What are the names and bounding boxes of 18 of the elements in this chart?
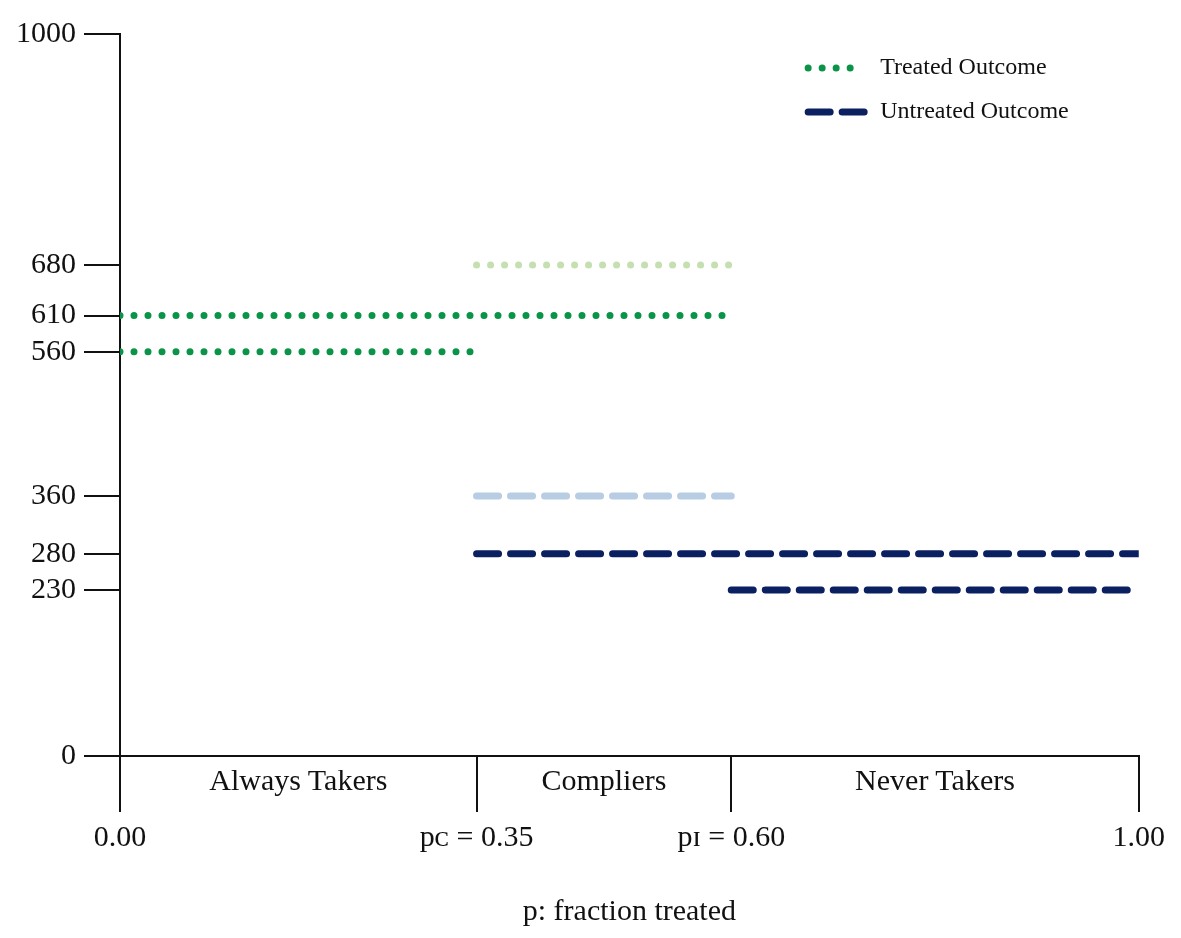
- y-tick-label: 360: [31, 476, 76, 510]
- y-tick-label: 1000: [16, 14, 76, 48]
- text: Never Takers: [855, 762, 1015, 796]
- x-tick-label: pᴄ = 0.35: [419, 818, 534, 852]
- y-tick-label: 280: [31, 534, 76, 568]
- text: Always Takers: [209, 762, 388, 796]
- x-axis-title: p: fraction treated: [522, 892, 736, 926]
- x-tick-label: 0.00: [93, 818, 147, 852]
- y-tick-label: 680: [31, 245, 76, 279]
- legend-label: Treated Outcome: [880, 53, 1047, 80]
- y-tick-label: 560: [31, 332, 76, 366]
- y-tick-label: 610: [31, 296, 76, 330]
- x-tick-label: 1.00: [1112, 818, 1165, 852]
- x-tick-label: pɪ = 0.60: [677, 818, 786, 852]
- y-tick-label: 230: [31, 570, 76, 604]
- legend-label: Untreated Outcome: [880, 97, 1069, 124]
- text: Compliers: [541, 762, 667, 796]
- y-tick-label: 0: [61, 736, 76, 770]
